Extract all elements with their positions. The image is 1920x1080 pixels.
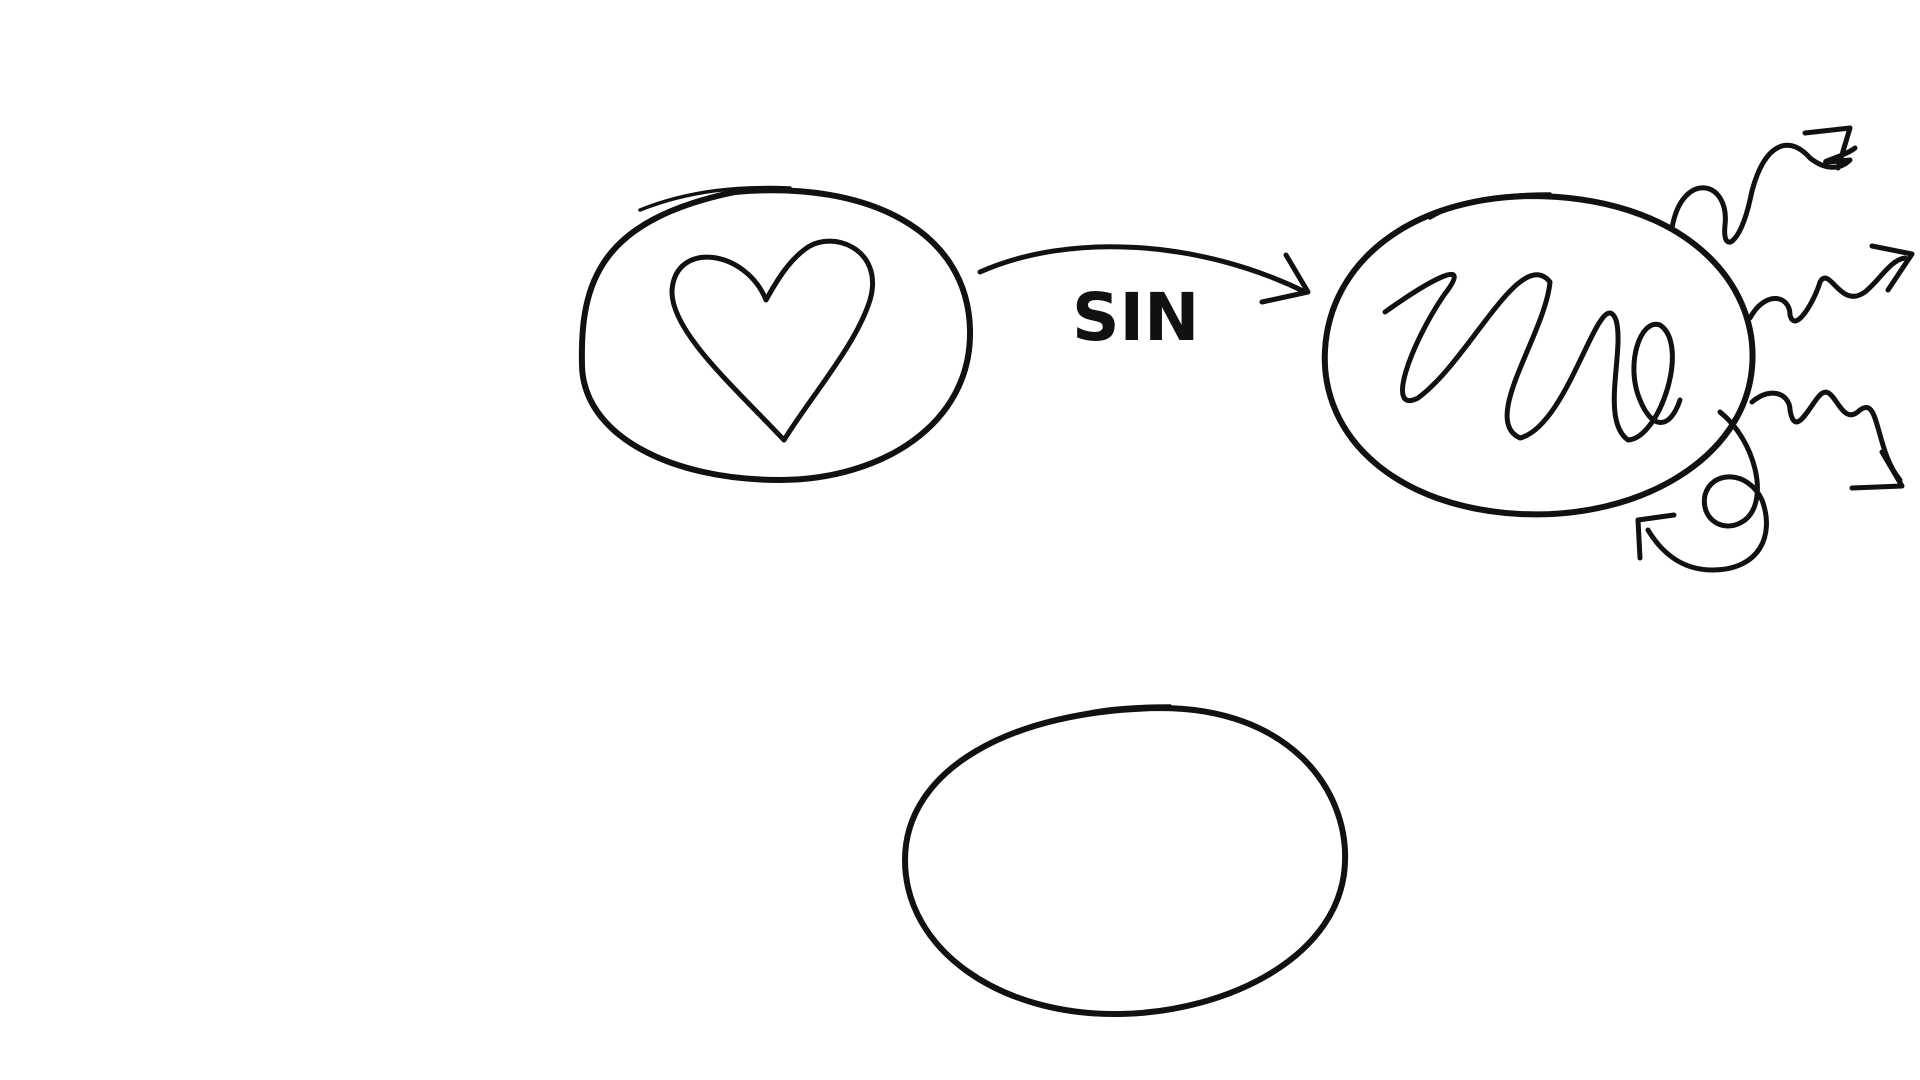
bottom-circle (902, 705, 1349, 1018)
arrow-label: SIN (1072, 279, 1199, 356)
squiggle-arrow-top-head (1802, 125, 1853, 171)
radiating-arrows (1635, 125, 1915, 573)
looping-arrow-head (1635, 512, 1677, 561)
scribbled-heart-node (1321, 192, 1756, 518)
left-circle (578, 187, 974, 483)
pure-heart-node (578, 185, 974, 483)
sin-arrow: SIN (977, 244, 1311, 356)
right-circle (1321, 193, 1756, 518)
scribble-icon (1382, 271, 1683, 443)
arrow-shaft (977, 244, 1308, 295)
squiggle-arrow-top (1669, 142, 1858, 245)
arrow-head (1259, 252, 1311, 305)
left-circle-overstroke (638, 185, 792, 212)
right-circle-overstroke (1428, 192, 1552, 220)
looping-arrow (1645, 409, 1769, 573)
squiggle-arrow-lower-head (1849, 449, 1905, 491)
heart-icon (669, 238, 875, 443)
empty-node (902, 704, 1349, 1018)
squiggle-arrow-middle-head (1869, 243, 1915, 293)
squiggle-arrow-middle (1747, 255, 1908, 324)
bottom-circle-overstroke (1058, 704, 1172, 722)
squiggle-arrow-lower (1749, 389, 1903, 483)
